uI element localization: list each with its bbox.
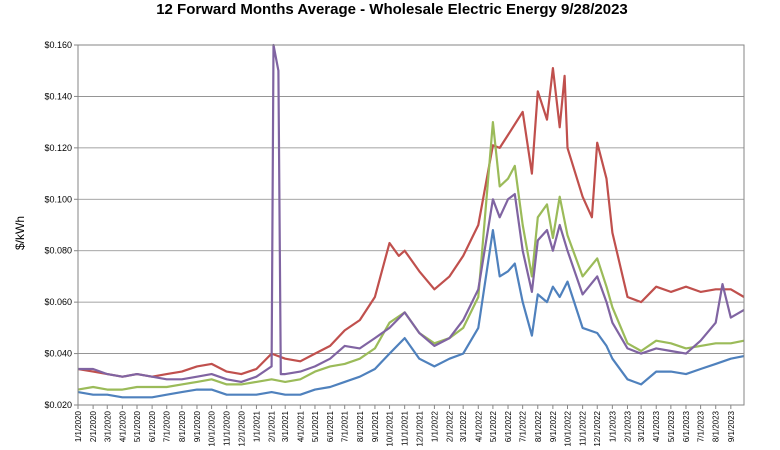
x-tick-label: 1/1/2021 (252, 410, 261, 442)
y-axis-ticks: $0.020 $0.040 $0.060 $0.080 $0.100 $0.120 $0.1… (44, 40, 78, 410)
x-tick-label: 6/1/2020 (148, 410, 157, 442)
x-tick-label: 5/1/2022 (489, 410, 498, 442)
x-tick-label: 8/1/2021 (356, 410, 365, 442)
series-line-2 (77, 121, 745, 391)
x-tick-label: 9/1/2020 (193, 410, 202, 442)
x-tick-label: 2/1/2021 (268, 410, 277, 442)
x-tick-label: 4/1/2020 (118, 410, 127, 442)
x-tick-label: 12/1/2021 (415, 410, 424, 446)
x-tick-label: 12/1/2022 (593, 410, 602, 446)
x-tick-label: 7/1/2021 (341, 410, 350, 442)
x-tick-label: 4/1/2021 (296, 410, 305, 442)
y-tick-label: $0.020 (44, 400, 72, 410)
x-tick-label: 7/1/2023 (697, 410, 706, 442)
y-tick-label: $0.040 (44, 349, 72, 359)
y-tick-label: $0.120 (44, 143, 72, 153)
series-line-3 (78, 43, 745, 383)
x-tick-label: 9/1/2023 (727, 410, 736, 442)
x-tick-label: 10/1/2022 (564, 410, 573, 446)
x-tick-label: 10/1/2021 (386, 410, 395, 446)
x-tick-label: 3/1/2021 (281, 410, 290, 442)
x-tick-label: 3/1/2023 (637, 410, 646, 442)
x-tick-label: 11/1/2020 (223, 410, 232, 446)
series-group (77, 43, 745, 399)
x-tick-label: 7/1/2020 (163, 410, 172, 442)
x-tick-label: 7/1/2022 (519, 410, 528, 442)
x-tick-label: 8/1/2023 (712, 410, 721, 442)
x-tick-label: 11/1/2022 (579, 410, 588, 446)
series-line-4 (77, 229, 745, 399)
x-tick-label: 2/1/2020 (89, 410, 98, 442)
x-tick-label: 9/1/2022 (549, 410, 558, 442)
x-tick-label: 5/1/2021 (311, 410, 320, 442)
x-tick-label: 12/1/2020 (237, 410, 246, 446)
x-tick-label: 10/1/2020 (208, 410, 217, 446)
x-tick-label: 3/1/2022 (459, 410, 468, 442)
x-tick-label: 8/1/2022 (534, 410, 543, 442)
x-tick-label: 6/1/2021 (326, 410, 335, 442)
y-tick-label: $0.080 (44, 246, 72, 256)
x-tick-label: 9/1/2021 (371, 410, 380, 442)
x-axis-ticks: 1/1/2020 2/1/2020 3/1/2020 4/1/2020 5/1/2020… (74, 405, 736, 447)
y-axis-label: $/kWh (13, 216, 27, 250)
x-tick-label: 1/1/2023 (608, 410, 617, 442)
x-tick-label: 4/1/2022 (474, 410, 483, 442)
x-tick-label: 6/1/2022 (504, 410, 513, 442)
x-tick-label: 6/1/2023 (682, 410, 691, 442)
plot-area (77, 44, 745, 406)
x-tick-label: 2/1/2022 (446, 410, 455, 442)
x-tick-label: 1/1/2022 (430, 410, 439, 442)
x-tick-label: 5/1/2023 (667, 410, 676, 442)
x-tick-label: 11/1/2021 (401, 410, 410, 446)
x-tick-label: 1/1/2020 (74, 410, 83, 442)
y-tick-label: $0.060 (44, 297, 72, 307)
series-line-1 (77, 67, 745, 378)
gridlines (78, 96, 744, 354)
x-tick-label: 2/1/2023 (623, 410, 632, 442)
y-tick-label: $0.100 (44, 194, 72, 204)
y-tick-label: $0.140 (44, 91, 72, 101)
chart-title: 12 Forward Months Average - Wholesale El… (156, 1, 628, 18)
x-tick-label: 3/1/2020 (103, 410, 112, 442)
x-tick-label: 5/1/2020 (133, 410, 142, 442)
x-tick-label: 8/1/2020 (178, 410, 187, 442)
y-tick-label: $0.160 (44, 40, 72, 50)
x-tick-label: 4/1/2023 (652, 410, 661, 442)
